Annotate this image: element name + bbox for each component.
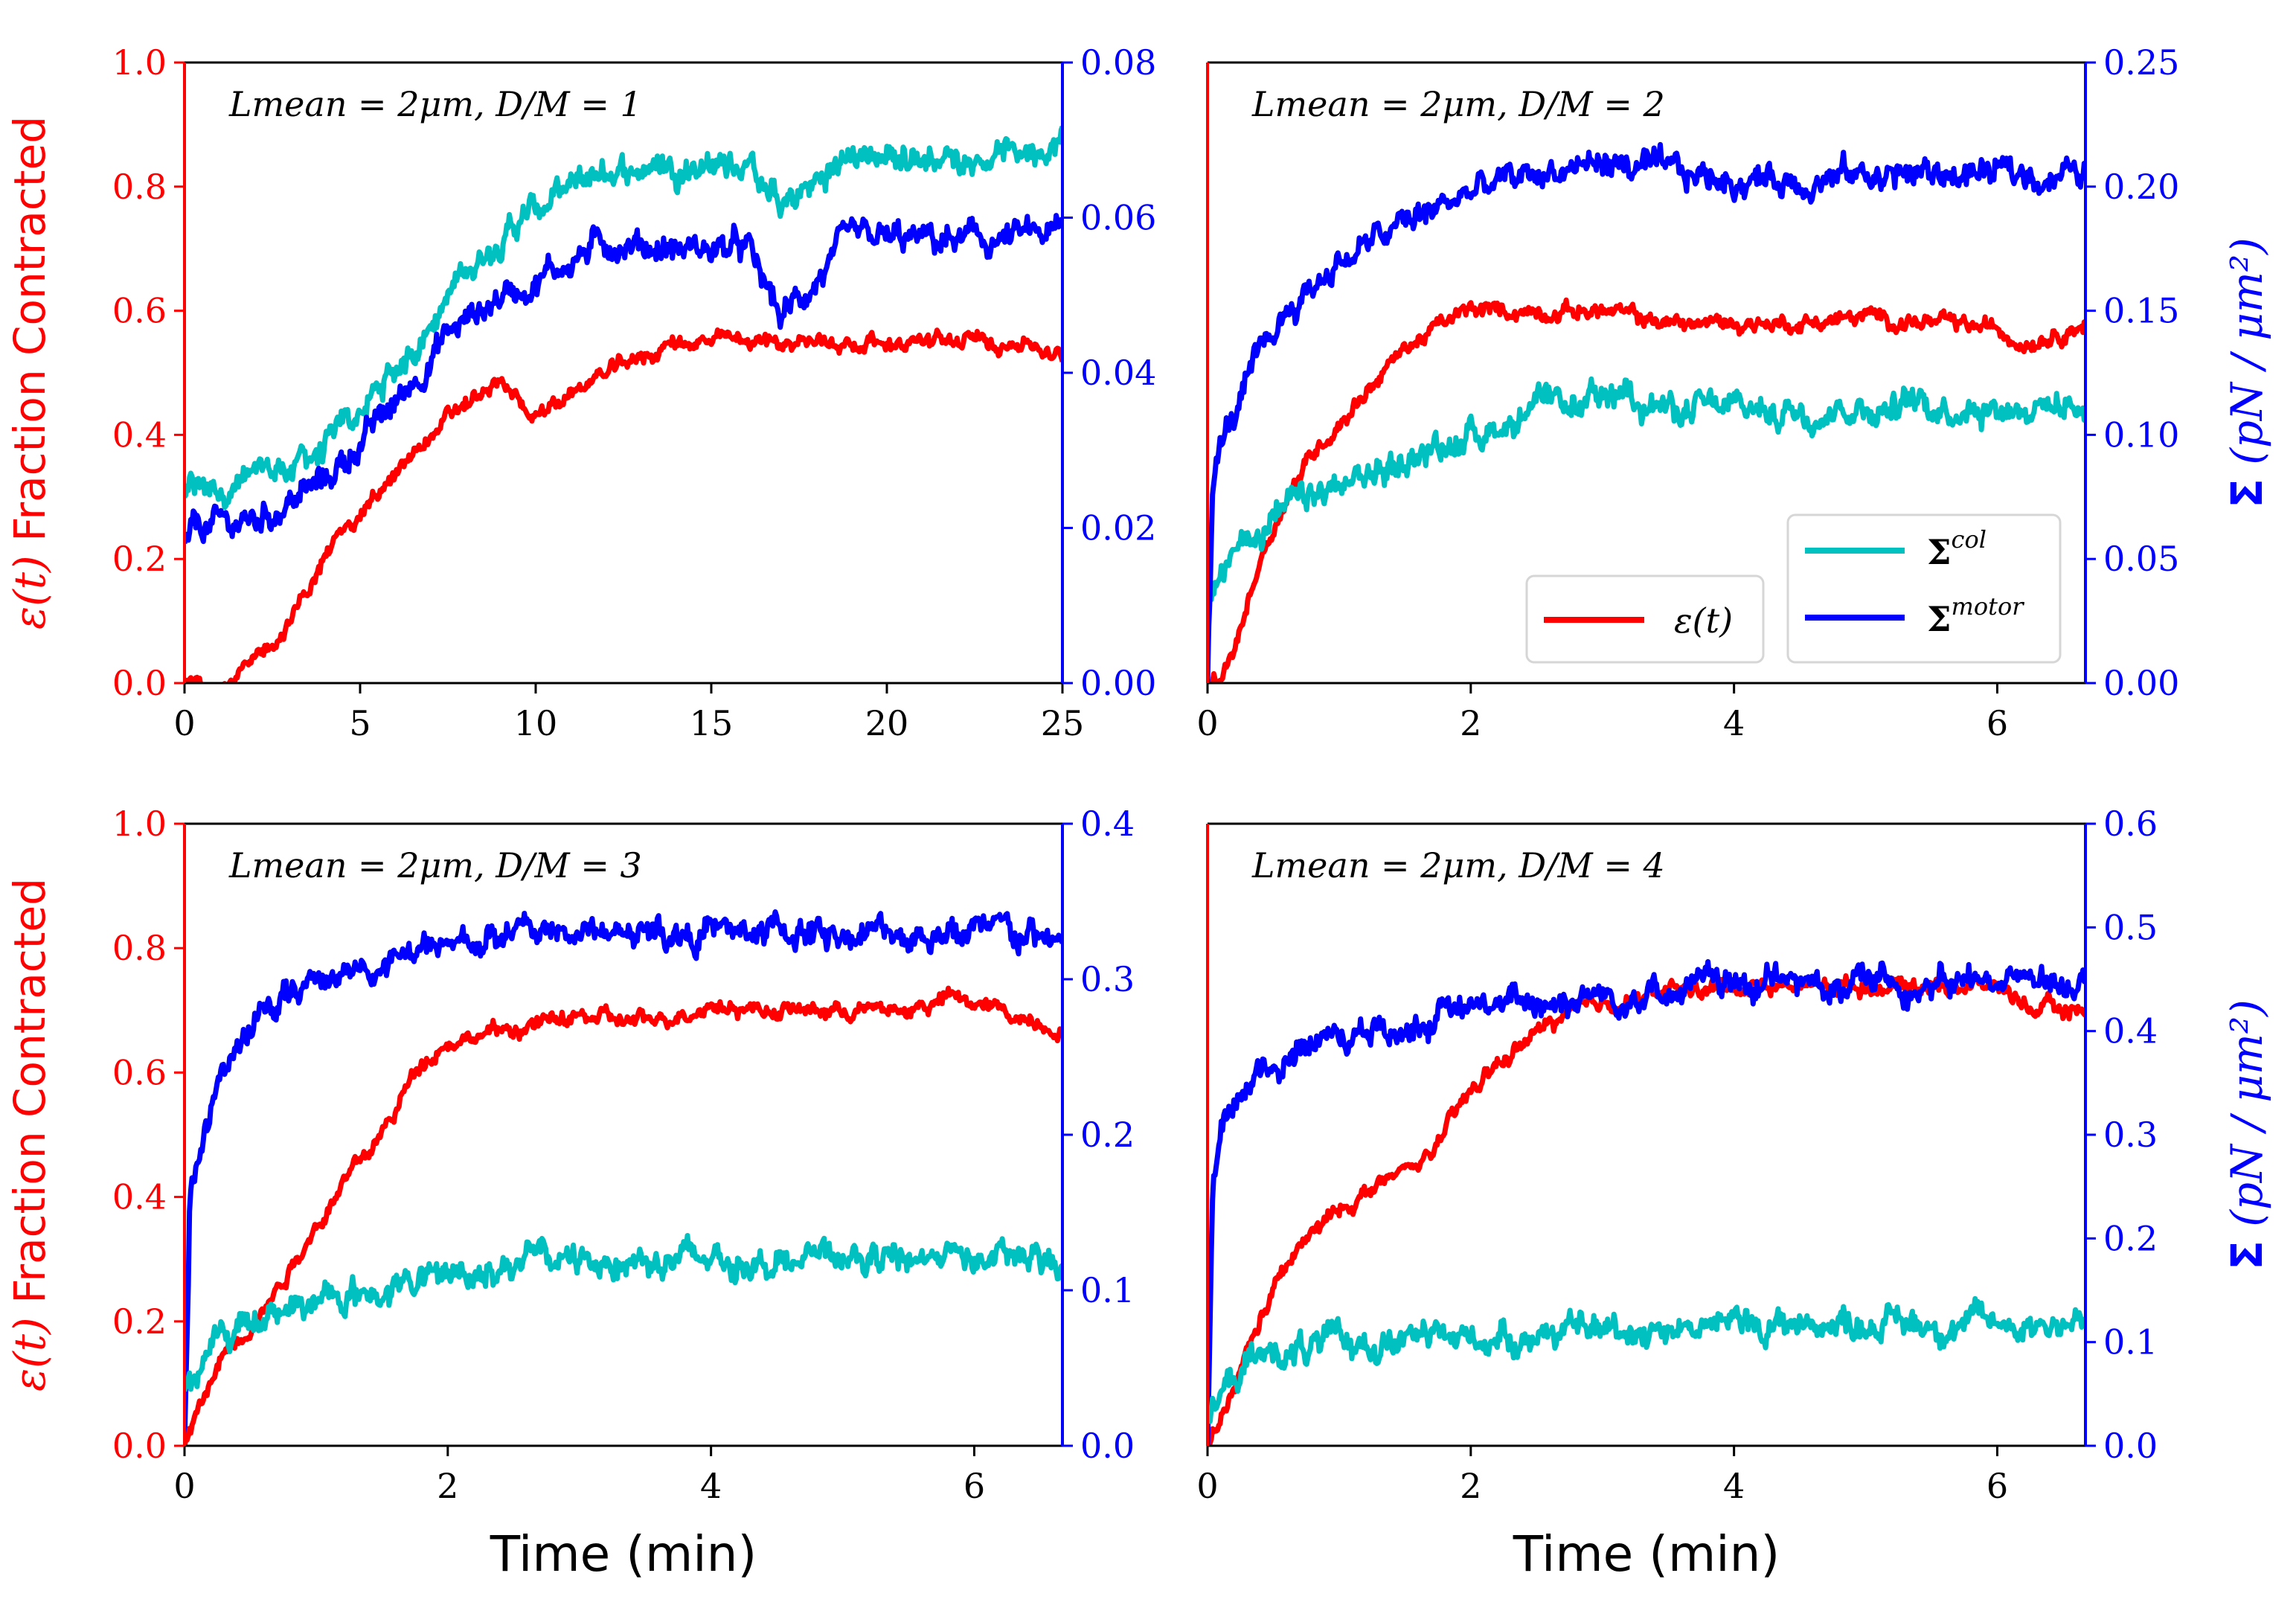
series-sigma-col xyxy=(185,125,1062,510)
y-left-tick-label: 0.6 xyxy=(112,291,167,331)
panel-traces xyxy=(185,909,1062,1446)
y-left-tick-label: 0.4 xyxy=(112,1177,167,1217)
y-right-tick-label: 0.0 xyxy=(1080,1426,1135,1466)
x-tick-label: 0 xyxy=(173,703,195,743)
legend-label-sigma-motor: Σmotor xyxy=(1927,592,2024,639)
x-tick-label: 0 xyxy=(173,1466,195,1506)
y-right-tick-label: 0.3 xyxy=(2103,1115,2158,1155)
x-tick-label: 2 xyxy=(1460,703,1481,743)
x-tick-label: 20 xyxy=(865,703,909,743)
panel-annotation: Lmean = 2μm, D/M = 1 xyxy=(228,84,642,124)
y-right-tick-label: 0.10 xyxy=(2103,414,2179,455)
x-tick-label: 4 xyxy=(1723,703,1745,743)
y-right-tick-label: 0.00 xyxy=(2103,663,2179,703)
y-left-tick-label: 0.4 xyxy=(112,414,167,455)
legend-box-sigma xyxy=(1786,513,2062,664)
y-right-tick-label: 0.00 xyxy=(1080,663,1156,703)
series-sigma-motor xyxy=(1208,141,2085,683)
series-sigma-col xyxy=(1208,1295,2085,1424)
y-right-tick-label: 0.04 xyxy=(1080,353,1156,393)
x-tick-label: 6 xyxy=(963,1466,985,1506)
legend-label-sigma-col: Σcol xyxy=(1927,525,1986,572)
y-right-tick-label: 0.02 xyxy=(1080,508,1156,548)
y-right-tick-label: 0.08 xyxy=(1080,42,1156,83)
panel-traces xyxy=(1208,959,2085,1446)
y-right-tick-label: 0.05 xyxy=(2103,539,2179,579)
x-tick-label: 4 xyxy=(700,1466,722,1506)
y-right-tick-label: 0.2 xyxy=(1080,1115,1135,1155)
series-sigma-col xyxy=(185,1233,1062,1392)
x-axis-title: Time (min) xyxy=(490,1525,757,1583)
y-left-tick-label: 0.0 xyxy=(112,1426,167,1466)
panel-annotation: Lmean = 2μm, D/M = 4 xyxy=(1251,845,1665,885)
series-sigma-motor xyxy=(185,909,1062,1446)
legend-label-strain: ε(t) xyxy=(1674,600,1733,641)
legend-box-strain xyxy=(1525,574,1765,664)
y-right-tick-label: 0.20 xyxy=(2103,167,2179,207)
y-right-tick-label: 0.3 xyxy=(1080,959,1135,999)
series-sigma-col xyxy=(1208,376,2085,609)
x-tick-label: 0 xyxy=(1196,1466,1218,1506)
series-strain xyxy=(185,327,1062,683)
x-tick-label: 6 xyxy=(1986,703,2008,743)
x-tick-label: 5 xyxy=(349,703,371,743)
y-left-tick-label: 1.0 xyxy=(112,42,167,83)
legend: ε(t) Σcol Σmotor xyxy=(1525,513,2062,664)
left-axis-title: ε(t) Fraction Contracted xyxy=(4,878,55,1391)
panel-4: 0 2 4 6 0.0 0.1 0.2 0.3 0.4 0.5 0.6 Lmean = 2μm, D/… xyxy=(1196,804,2272,1583)
y-right-tick-label: 0.06 xyxy=(1080,198,1156,238)
panel-1: 0 5 10 15 20 25 0.0 0.2 0.4 0.6 0.8 1.0 0.00 0.02 0.04… xyxy=(4,42,1156,743)
x-axis-title: Time (min) xyxy=(1513,1525,1780,1583)
y-right-tick-label: 0.4 xyxy=(1080,804,1135,844)
panel-annotation: Lmean = 2μm, D/M = 3 xyxy=(228,845,642,885)
y-left-tick-label: 1.0 xyxy=(112,804,167,844)
right-axis-title: Σ (pN / μm²) xyxy=(2222,237,2272,508)
y-left-tick-label: 0.8 xyxy=(112,167,167,207)
series-sigma-motor xyxy=(185,213,1062,545)
panel-2: 0 2 4 6 0.00 0.05 0.10 0.15 0.20 0.25 Lmean = 2μm,… xyxy=(1196,42,2272,743)
y-right-tick-label: 0.1 xyxy=(2103,1322,2158,1362)
y-right-tick-label: 0.2 xyxy=(2103,1218,2158,1258)
series-sigma-motor xyxy=(1208,959,2085,1446)
x-tick-label: 15 xyxy=(690,703,734,743)
y-right-tick-label: 0.6 xyxy=(2103,804,2158,844)
y-right-tick-label: 0.0 xyxy=(2103,1426,2158,1466)
right-axis-title: Σ (pN / μm²) xyxy=(2222,999,2272,1270)
x-tick-label: 25 xyxy=(1041,703,1085,743)
y-left-tick-label: 0.8 xyxy=(112,928,167,968)
y-right-tick-label: 0.5 xyxy=(2103,907,2158,947)
x-tick-label: 6 xyxy=(1986,1466,2008,1506)
panel-annotation: Lmean = 2μm, D/M = 2 xyxy=(1251,84,1665,124)
series-strain xyxy=(185,985,1062,1446)
y-left-tick-label: 0.0 xyxy=(112,663,167,703)
y-right-tick-label: 0.4 xyxy=(2103,1011,2158,1051)
left-axis-title: ε(t) Fraction Contracted xyxy=(4,116,55,630)
x-tick-label: 4 xyxy=(1723,1466,1745,1506)
y-right-tick-label: 0.1 xyxy=(1080,1270,1135,1310)
x-tick-label: 2 xyxy=(1460,1466,1481,1506)
panel-traces xyxy=(185,125,1062,683)
y-left-tick-label: 0.2 xyxy=(112,1301,167,1342)
panel-3: 0 2 4 6 0.0 0.2 0.4 0.6 0.8 1.0 0.0 0.1 0.2 0.3 0.4 Lme… xyxy=(4,804,1135,1583)
panel-traces xyxy=(1208,141,2085,683)
y-left-tick-label: 0.2 xyxy=(112,539,167,579)
y-right-tick-label: 0.15 xyxy=(2103,291,2179,331)
x-tick-label: 10 xyxy=(514,703,558,743)
y-right-tick-label: 0.25 xyxy=(2103,42,2179,83)
x-tick-label: 0 xyxy=(1196,703,1218,743)
series-strain xyxy=(1208,297,2085,683)
y-left-tick-label: 0.6 xyxy=(112,1052,167,1092)
x-tick-label: 2 xyxy=(437,1466,458,1506)
